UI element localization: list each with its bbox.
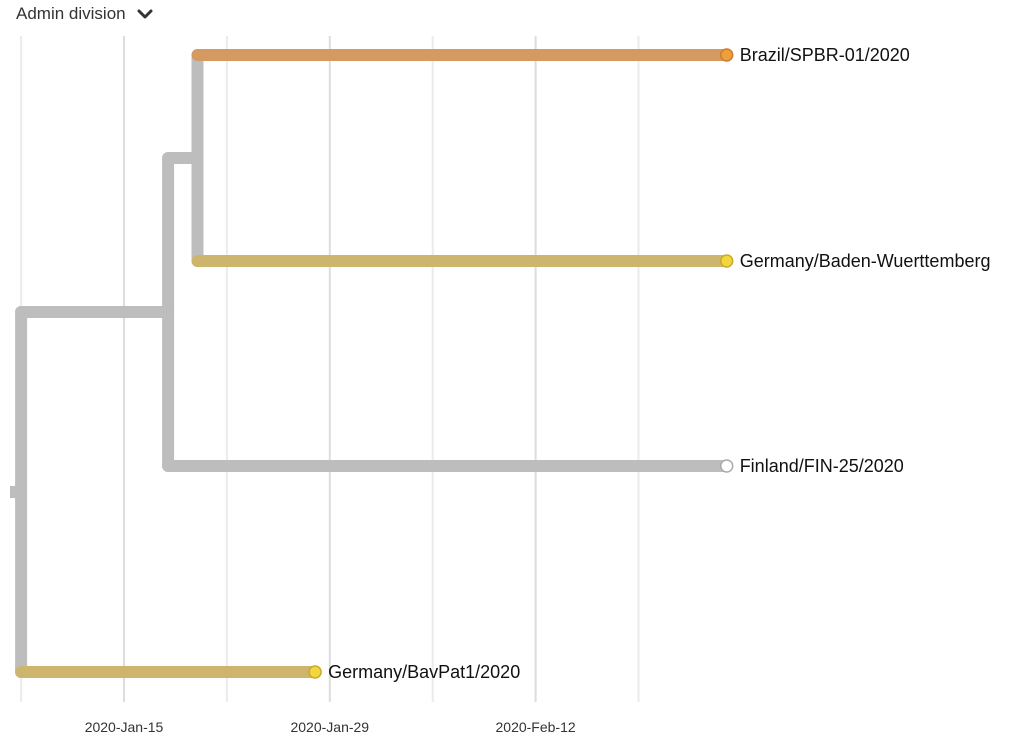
tip-node — [308, 665, 322, 679]
x-tick-label: 2020-Jan-15 — [85, 719, 164, 735]
color-by-dropdown[interactable]: Admin division — [16, 4, 154, 24]
tip-node — [719, 459, 734, 473]
x-tick-label: 2020-Feb-12 — [496, 719, 576, 735]
tip-label: Brazil/SPBR-01/2020 — [740, 45, 910, 65]
tip-label: Finland/FIN-25/2020 — [740, 456, 904, 476]
tip-node — [719, 48, 734, 62]
tip-label: Germany/Baden-Wuerttemberg — [740, 251, 991, 271]
color-by-label: Admin division — [16, 4, 126, 23]
tip-node — [719, 254, 734, 268]
tip-label: Germany/BavPat1/2020 — [328, 662, 520, 682]
chevron-down-icon — [137, 9, 153, 19]
x-tick-label: 2020-Jan-29 — [290, 719, 369, 735]
